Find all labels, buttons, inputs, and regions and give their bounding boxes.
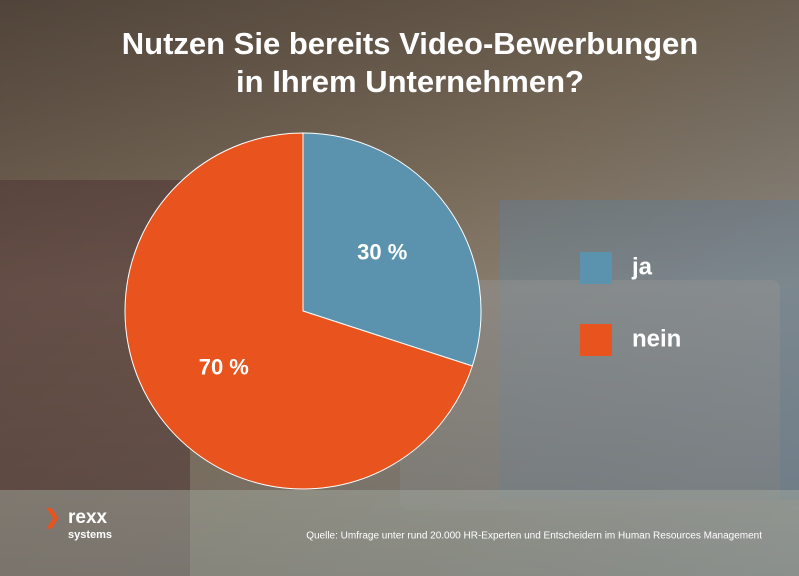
value-label: 30 % [357,239,407,264]
chart-title: Nutzen Sie bereits Video-Bewerbungen [122,26,698,61]
logo-text: systems [68,529,112,541]
logo-text: rexx [68,507,108,528]
legend-label: ja [631,253,653,280]
chart-title: in Ihrem Unternehmen? [236,64,584,99]
legend-swatch [580,324,612,356]
source: Quelle: Umfrage unter rund 20.000 HR-Exp… [306,531,762,542]
legend-swatch [580,252,612,284]
legend: ja nein [580,252,681,356]
logo-mark: ❯ [44,506,61,529]
legend-label: nein [632,325,681,352]
value-label: 70 % [199,354,249,379]
pie-slice [302,132,482,367]
pie: 30 % 70 % [124,132,482,490]
pie-slice [124,132,473,490]
